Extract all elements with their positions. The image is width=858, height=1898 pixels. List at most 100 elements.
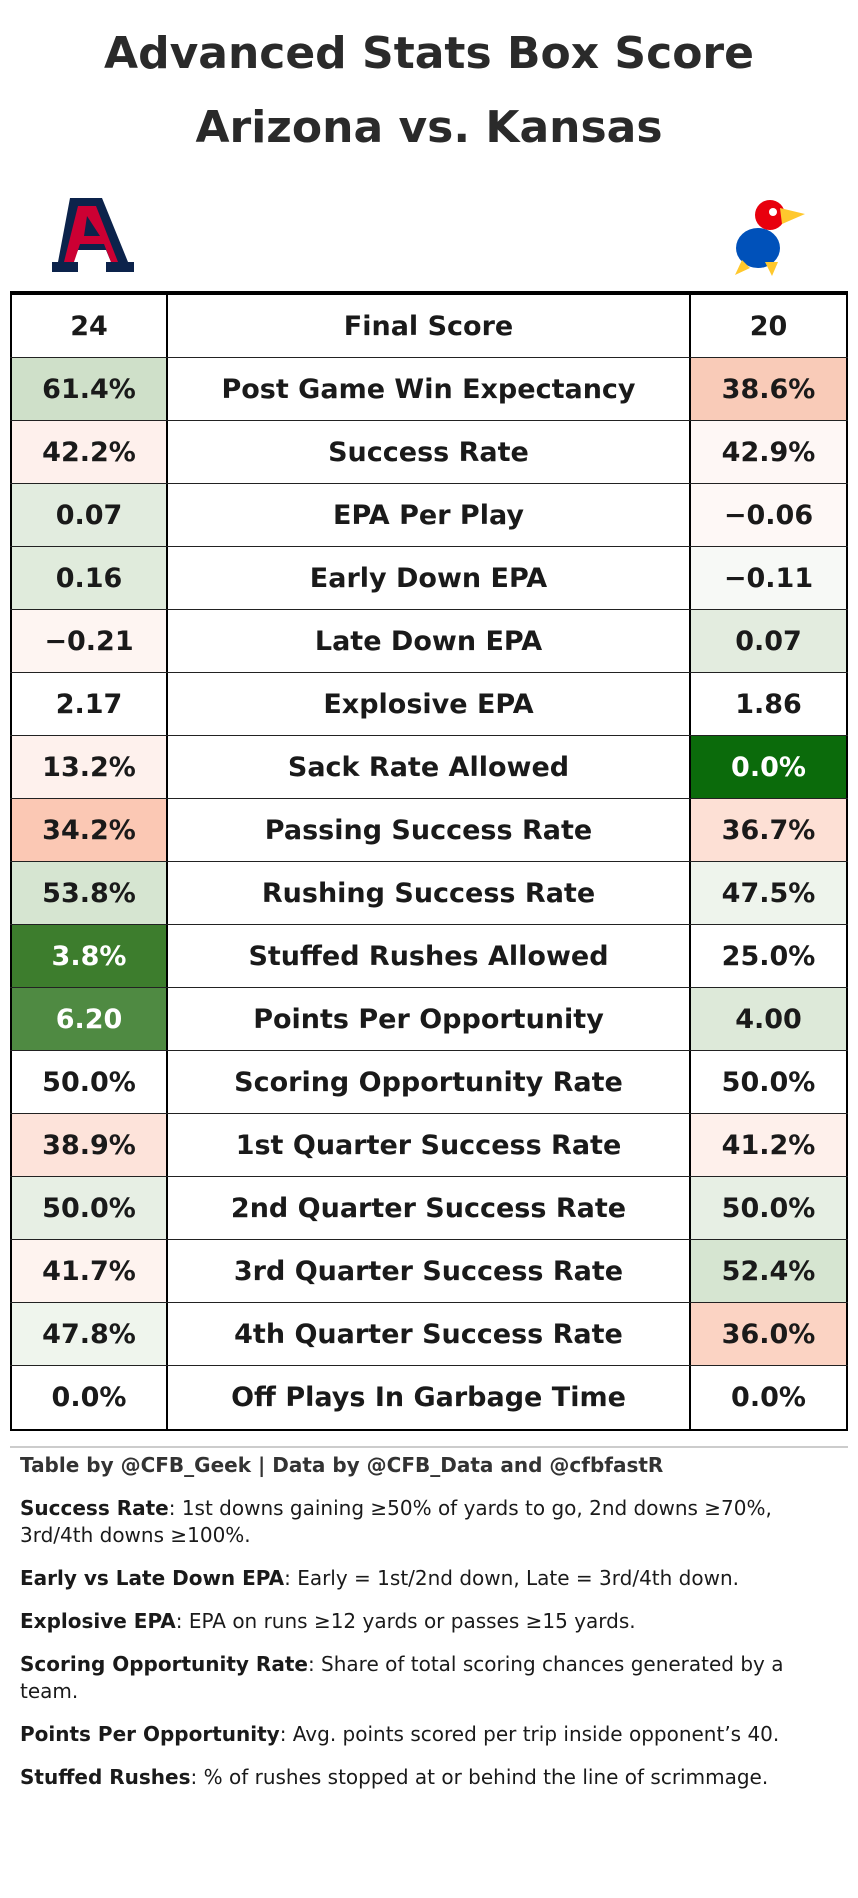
right-value: 0.0% <box>689 736 848 798</box>
right-value: 1.86 <box>689 673 848 735</box>
table-row: 2.17 Explosive EPA 1.86 <box>10 673 848 736</box>
note-term: Points Per Opportunity <box>20 1722 280 1746</box>
note: Points Per Opportunity: Avg. points scor… <box>20 1721 838 1748</box>
note-text: : Early = 1st/2nd down, Late = 3rd/4th d… <box>284 1566 739 1590</box>
note: Explosive EPA: EPA on runs ≥12 yards or … <box>20 1608 838 1635</box>
note-term: Explosive EPA <box>20 1609 176 1633</box>
stat-label: 3rd Quarter Success Rate <box>233 1255 624 1287</box>
stat-label: 1st Quarter Success Rate <box>235 1129 622 1161</box>
table-row: 13.2% Sack Rate Allowed 0.0% <box>10 736 848 799</box>
table-row: 34.2% Passing Success Rate 36.7% <box>10 799 848 862</box>
right-value: 20 <box>689 295 848 357</box>
right-value: 50.0% <box>689 1177 848 1239</box>
left-value: 0.16 <box>10 547 168 609</box>
note-term: Scoring Opportunity Rate <box>20 1652 308 1676</box>
left-value: 2.17 <box>10 673 168 735</box>
stat-label: 2nd Quarter Success Rate <box>230 1192 627 1224</box>
note-term: Early vs Late Down EPA <box>20 1566 285 1590</box>
stat-label: Points Per Opportunity <box>253 1003 604 1035</box>
left-value: 41.7% <box>10 1240 168 1302</box>
left-value: 61.4% <box>10 358 168 420</box>
left-value: 0.07 <box>10 484 168 546</box>
title: Advanced Stats Box Score <box>104 28 754 79</box>
table-row: 50.0% 2nd Quarter Success Rate 50.0% <box>10 1177 848 1240</box>
right-value: 0.07 <box>689 610 848 672</box>
note-text: : Avg. points scored per trip inside opp… <box>279 1722 780 1746</box>
left-value: 34.2% <box>10 799 168 861</box>
table-row: 61.4% Post Game Win Expectancy 38.6% <box>10 358 848 421</box>
subtitle: Arizona vs. Kansas <box>195 102 663 153</box>
right-value: 0.0% <box>689 1366 848 1429</box>
table-row: 24 Final Score 20 <box>10 295 848 358</box>
note: Scoring Opportunity Rate: Share of total… <box>20 1651 838 1705</box>
right-value: 25.0% <box>689 925 848 987</box>
left-value: 6.20 <box>10 988 168 1050</box>
table-row: 47.8% 4th Quarter Success Rate 36.0% <box>10 1303 848 1366</box>
stat-label: Early Down EPA <box>309 562 548 594</box>
left-value: 50.0% <box>10 1177 168 1239</box>
right-value: 36.0% <box>689 1303 848 1365</box>
right-value: 38.6% <box>689 358 848 420</box>
arizona-logo <box>52 198 134 272</box>
table-row: −0.21 Late Down EPA 0.07 <box>10 610 848 673</box>
stat-label: Success Rate <box>328 436 529 468</box>
right-value: 36.7% <box>689 799 848 861</box>
left-value: 42.2% <box>10 421 168 483</box>
note-text: : Share of total scoring chances generat… <box>20 1652 784 1703</box>
left-value: 24 <box>10 295 168 357</box>
left-value: 3.8% <box>10 925 168 987</box>
left-value: 50.0% <box>10 1051 168 1113</box>
table-row: 50.0% Scoring Opportunity Rate 50.0% <box>10 1051 848 1114</box>
right-value: 42.9% <box>689 421 848 483</box>
left-value: −0.21 <box>10 610 168 672</box>
stat-label: Stuffed Rushes Allowed <box>248 940 609 972</box>
right-value: 41.2% <box>689 1114 848 1176</box>
stat-label: Post Game Win Expectancy <box>221 373 636 405</box>
stat-label: Final Score <box>343 310 514 342</box>
stat-label: Passing Success Rate <box>264 814 593 846</box>
stat-label: 4th Quarter Success Rate <box>234 1318 623 1350</box>
note: Success Rate: 1st downs gaining ≥50% of … <box>20 1495 838 1549</box>
note: Early vs Late Down EPA: Early = 1st/2nd … <box>20 1565 838 1592</box>
note-text: : 1st downs gaining ≥50% of yards to go,… <box>20 1496 772 1547</box>
table-row: 0.16 Early Down EPA −0.11 <box>10 547 848 610</box>
right-value: 52.4% <box>689 1240 848 1302</box>
stat-label: Off Plays In Garbage Time <box>231 1382 626 1413</box>
table-row: 0.0% Off Plays In Garbage Time 0.0% <box>10 1366 848 1429</box>
note: Stuffed Rushes: % of rushes stopped at o… <box>20 1764 838 1791</box>
stat-label: EPA Per Play <box>333 499 524 531</box>
stats-table: 24 Final Score 20 61.4% Post Game Win Expect… <box>10 291 848 1431</box>
stat-label: Explosive EPA <box>323 688 534 720</box>
left-value: 53.8% <box>10 862 168 924</box>
right-value: 4.00 <box>689 988 848 1050</box>
left-value: 38.9% <box>10 1114 168 1176</box>
kansas-logo <box>735 200 805 276</box>
right-value: 47.5% <box>689 862 848 924</box>
table-row: 0.07 EPA Per Play −0.06 <box>10 484 848 547</box>
divider <box>10 1446 848 1448</box>
stat-label: Rushing Success Rate <box>261 877 596 909</box>
right-value: 50.0% <box>689 1051 848 1113</box>
left-value: 13.2% <box>10 736 168 798</box>
right-value: −0.11 <box>689 547 848 609</box>
table-row: 53.8% Rushing Success Rate 47.5% <box>10 862 848 925</box>
note-term: Success Rate <box>20 1496 169 1520</box>
stat-label: Sack Rate Allowed <box>287 751 570 783</box>
table-row: 6.20 Points Per Opportunity 4.00 <box>10 988 848 1051</box>
left-value: 0.0% <box>10 1366 168 1429</box>
credit: Table by @CFB_Geek | Data by @CFB_Data a… <box>20 1453 664 1477</box>
logos <box>52 198 805 276</box>
left-value: 47.8% <box>10 1303 168 1365</box>
stat-label: Scoring Opportunity Rate <box>234 1066 623 1098</box>
table-row: 42.2% Success Rate 42.9% <box>10 421 848 484</box>
right-value: −0.06 <box>689 484 848 546</box>
note-term: Stuffed Rushes <box>20 1765 191 1789</box>
table-row: 3.8% Stuffed Rushes Allowed 25.0% <box>10 925 848 988</box>
note-text: : % of rushes stopped at or behind the l… <box>190 1765 769 1789</box>
table-row: 41.7% 3rd Quarter Success Rate 52.4% <box>10 1240 848 1303</box>
table-row: 38.9% 1st Quarter Success Rate 41.2% <box>10 1114 848 1177</box>
stat-label: Late Down EPA <box>314 625 543 657</box>
footer: Table by @CFB_Geek | Data by @CFB_Data a… <box>20 1452 838 1807</box>
note-text: : EPA on runs ≥12 yards or passes ≥15 ya… <box>175 1609 636 1633</box>
